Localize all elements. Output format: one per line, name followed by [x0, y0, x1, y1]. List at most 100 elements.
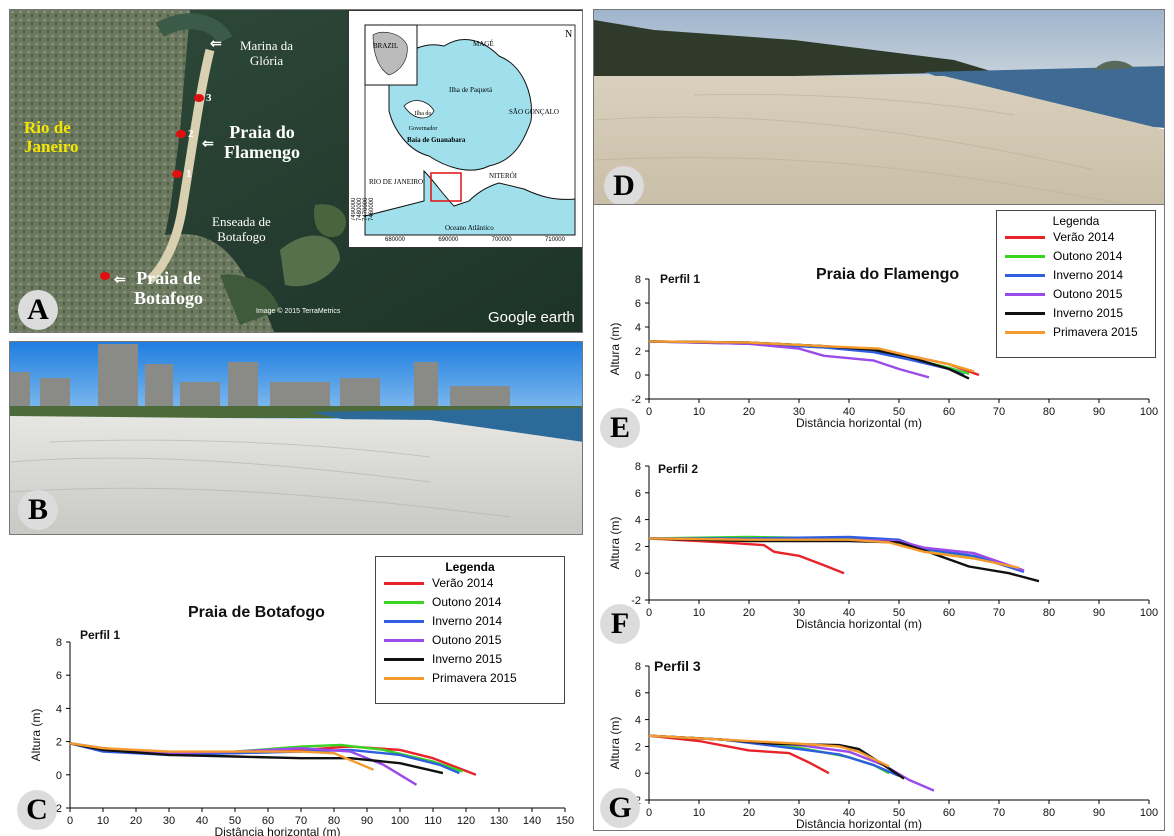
legend-item: Outono 2014 — [997, 247, 1155, 266]
y-tick-label: 0 — [635, 768, 641, 780]
label-praia-botafogo: Praia de Botafogo — [134, 268, 203, 308]
y-tick-label: 8 — [635, 661, 641, 673]
arrow-botafogo: ⇐ — [114, 273, 126, 288]
x-tick-label: 30 — [793, 807, 805, 819]
inset-x-tick: 680000 — [385, 237, 406, 243]
imagery-credit: Image © 2015 TerraMetrics — [256, 308, 341, 315]
panel-label-c: C — [17, 790, 57, 830]
y-tick-label: -2 — [52, 803, 62, 815]
legend-swatch — [384, 677, 424, 680]
series-line — [649, 535, 1025, 574]
legend-title: Legenda — [445, 560, 495, 574]
x-tick-label: 140 — [523, 815, 541, 827]
panel-label-a: A — [18, 290, 58, 330]
x-tick-label: 30 — [793, 607, 805, 619]
x-tick-label: 60 — [943, 807, 955, 819]
x-tick-label: 10 — [693, 406, 705, 418]
legend-item: Primavera 2015 — [376, 669, 564, 688]
x-tick-label: 60 — [262, 815, 274, 827]
arrow-marina: ⇐ — [210, 37, 222, 52]
panel-f-chart: Perfil 2 -2 0 2 4 6 8 0 10 20 30 40 50 60 70 80 90 100 Di… — [594, 452, 1164, 647]
y-tick-label: 6 — [635, 488, 641, 500]
x-axis-label: Distância horizontal (m) — [214, 825, 340, 836]
legend-item: Primavera 2015 — [997, 323, 1155, 342]
panel-g-chart: Perfil 3 -2024680102030405060708090100Di… — [594, 650, 1164, 835]
x-tick-label: 40 — [843, 406, 855, 418]
x-tick-label: 70 — [993, 607, 1005, 619]
y-axis-label: Altura (m) — [608, 517, 622, 570]
beach-photo-botafogo — [10, 342, 582, 534]
y-tick-label: 0 — [635, 370, 641, 382]
y-tick-label: 2 — [635, 741, 641, 753]
y-tick-label: -2 — [631, 394, 641, 406]
legend-item: Verão 2014 — [997, 228, 1155, 247]
legend-label: Inverno 2014 — [432, 614, 503, 628]
y-tick-label: 2 — [635, 346, 641, 358]
site-marker-label-1: 1 — [186, 168, 192, 180]
x-tick-label: 100 — [1140, 807, 1158, 819]
y-tick-label: 6 — [635, 688, 641, 700]
inset-y-tick: 7460000 — [369, 197, 375, 221]
legend-swatch — [1005, 255, 1045, 258]
legend-items: Verão 2014 Outono 2014 Inverno 2014 Outono … — [376, 574, 564, 688]
x-tick-label: 20 — [743, 607, 755, 619]
x-tick-label: 40 — [843, 607, 855, 619]
y-tick-label: 4 — [635, 515, 641, 527]
legend-swatch — [384, 601, 424, 604]
y-tick-label: 2 — [635, 541, 641, 553]
legend-item: Outono 2014 — [376, 593, 564, 612]
legend-item: Verão 2014 — [376, 574, 564, 593]
legend-item: Outono 2015 — [997, 285, 1155, 304]
x-tick-label: 100 — [1140, 406, 1158, 418]
x-tick-label: 100 — [1140, 607, 1158, 619]
google-earth-logo: Google earth — [488, 309, 575, 326]
inset-y-ticks: 7490000 7480000 7470000 7460000 — [351, 51, 375, 221]
legend-label: Outono 2015 — [1053, 287, 1123, 301]
inset-map: BRAZIL N MAGÉ Ilha de Paquetá SÃO GONÇAL… — [348, 10, 582, 248]
legend-items: Verão 2014 Outono 2014 Inverno 2014 Outono … — [997, 228, 1155, 342]
site-marker-3 — [194, 94, 204, 102]
y-tick-label: 4 — [635, 322, 641, 334]
panel-label-g: G — [600, 788, 640, 828]
series-line — [648, 340, 975, 373]
x-tick-label: 40 — [843, 807, 855, 819]
y-axis-label: Altura (m) — [608, 323, 622, 376]
label-enseada-botafogo: Enseada de Botafogo — [212, 214, 271, 244]
y-tick-label: 6 — [56, 670, 62, 682]
legend-label: Primavera 2015 — [432, 671, 517, 685]
x-tick-label: 60 — [943, 607, 955, 619]
x-axis-label: Distância horizontal (m) — [796, 416, 922, 430]
x-tick-label: 10 — [693, 607, 705, 619]
legend-label: Inverno 2015 — [432, 652, 503, 666]
legend-swatch — [1005, 274, 1045, 277]
inset-label-baia: Baía de Guanabara — [407, 136, 466, 144]
inset-x-ticks: 680000 690000 700000 710000 — [385, 237, 565, 243]
series-line — [69, 742, 375, 771]
inset-label-mage: MAGÉ — [473, 40, 494, 48]
inset-label-rio: RIO DE JANEIRO — [369, 178, 424, 186]
x-tick-label: 50 — [893, 807, 905, 819]
series-line — [648, 340, 930, 379]
chart-legend: Legenda Verão 2014 Outono 2014 Inverno 201… — [996, 210, 1156, 358]
x-tick-label: 30 — [793, 406, 805, 418]
legend-label: Outono 2015 — [432, 633, 502, 647]
legend-swatch — [384, 582, 424, 585]
x-tick-label: 70 — [993, 807, 1005, 819]
inset-label-sao-goncalo: SÃO GONÇALO — [509, 108, 559, 116]
x-tick-label: 10 — [97, 815, 109, 827]
y-tick-label: 0 — [56, 770, 62, 782]
x-tick-label: 60 — [943, 406, 955, 418]
legend-item: Inverno 2015 — [997, 304, 1155, 323]
x-tick-label: 150 — [556, 815, 574, 827]
y-tick-label: 0 — [635, 568, 641, 580]
x-tick-label: 0 — [646, 607, 652, 619]
x-tick-label: 80 — [328, 815, 340, 827]
x-tick-label: 120 — [457, 815, 475, 827]
panel-d-photo: D — [593, 9, 1165, 205]
legend-swatch — [1005, 236, 1045, 239]
x-tick-label: 20 — [743, 406, 755, 418]
chart-title: Praia de Botafogo — [188, 604, 325, 621]
legend-label: Inverno 2015 — [1053, 306, 1124, 320]
